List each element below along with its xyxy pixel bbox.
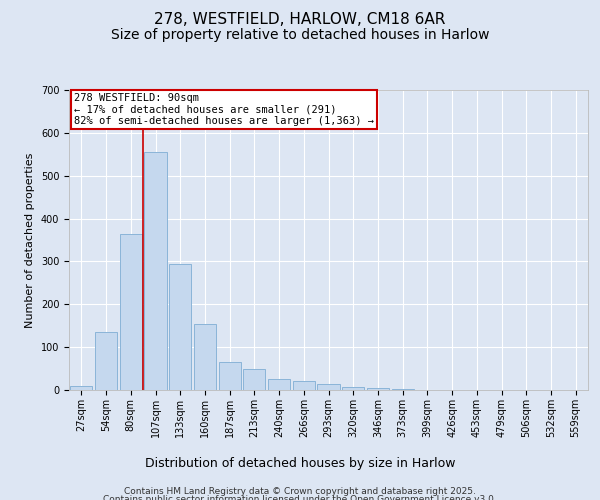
Bar: [293, 382, 315, 390]
Bar: [169, 264, 191, 390]
Bar: [342, 386, 364, 390]
Bar: [145, 152, 167, 390]
Text: Contains HM Land Registry data © Crown copyright and database right 2025.: Contains HM Land Registry data © Crown c…: [124, 488, 476, 496]
Text: 278 WESTFIELD: 90sqm
← 17% of detached houses are smaller (291)
82% of semi-deta: 278 WESTFIELD: 90sqm ← 17% of detached h…: [74, 93, 374, 126]
Bar: [317, 384, 340, 390]
Text: Distribution of detached houses by size in Harlow: Distribution of detached houses by size …: [145, 458, 455, 470]
Y-axis label: Number of detached properties: Number of detached properties: [25, 152, 35, 328]
Bar: [95, 332, 117, 390]
Bar: [268, 380, 290, 390]
Bar: [243, 368, 265, 390]
Bar: [367, 388, 389, 390]
Bar: [119, 234, 142, 390]
Text: 278, WESTFIELD, HARLOW, CM18 6AR: 278, WESTFIELD, HARLOW, CM18 6AR: [154, 12, 446, 28]
Bar: [218, 362, 241, 390]
Bar: [70, 386, 92, 390]
Text: Contains public sector information licensed under the Open Government Licence v3: Contains public sector information licen…: [103, 495, 497, 500]
Bar: [392, 389, 414, 390]
Text: Size of property relative to detached houses in Harlow: Size of property relative to detached ho…: [111, 28, 489, 42]
Bar: [194, 324, 216, 390]
